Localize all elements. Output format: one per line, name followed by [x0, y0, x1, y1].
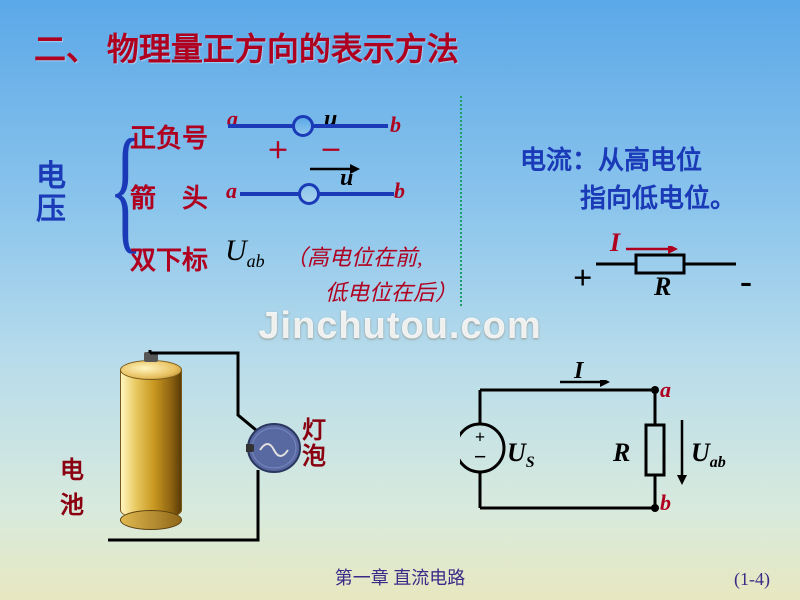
schem-node-b: b — [660, 490, 671, 516]
schem-node-a: a — [660, 377, 671, 403]
row3-note2: 低电位在后） — [325, 275, 457, 307]
current-line1: 电流：从高电位 — [520, 140, 702, 177]
row1-minus: － — [320, 133, 342, 165]
watermark: Jinchutou.com — [0, 305, 800, 348]
row1-element-circle — [292, 115, 314, 137]
row1-b: b — [390, 112, 401, 138]
elem-minus: - — [740, 260, 752, 302]
divider — [460, 96, 462, 306]
bulb-label: 灯泡 — [302, 418, 326, 471]
current-line2: 指向低电位。 — [580, 178, 736, 215]
elem-R: R — [654, 272, 671, 302]
row2-label: 箭 头 — [130, 178, 208, 215]
schem-I: I — [574, 358, 583, 385]
row3-note1: （高电位在前, — [285, 240, 423, 272]
row2-a: a — [226, 178, 237, 204]
battery-label: 电池 — [60, 450, 84, 520]
bulb-icon — [246, 420, 302, 476]
voltage-heading: 电压 — [36, 160, 66, 226]
footer-chapter: 第一章 直流电路 — [0, 564, 800, 590]
svg-text:−: − — [474, 444, 487, 469]
schematic: + − — [460, 380, 690, 520]
schem-R: R — [613, 438, 630, 468]
row2-arrow-icon — [310, 162, 360, 176]
row2-element-circle — [298, 183, 320, 205]
row3-label: 双下标 — [130, 240, 208, 277]
row1-plus: ＋ — [267, 133, 289, 165]
elem-plus: + — [573, 260, 592, 298]
row1-a: a — [227, 106, 238, 132]
row1-label: 正负号 — [130, 118, 208, 155]
footer-page: (1-4) — [734, 569, 770, 590]
row3-symbol: Uab — [225, 234, 265, 272]
section-title: 二、 物理量正方向的表示方法 — [34, 24, 459, 70]
row1-u: u — [324, 106, 337, 133]
schem-Us: US — [507, 438, 535, 472]
schem-Uab: Uab — [691, 438, 726, 472]
row2-b: b — [394, 178, 405, 204]
